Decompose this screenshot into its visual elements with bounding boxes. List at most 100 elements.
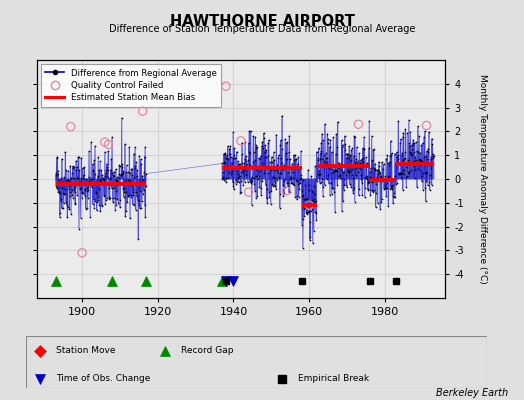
Point [53,184,61,191]
Point [385,159,394,165]
Point [338,144,346,150]
Point [285,132,293,139]
Point [278,146,287,152]
Point [272,132,280,138]
Point [377,199,386,205]
Point [403,156,412,163]
Point [379,176,387,183]
Point [392,161,400,168]
Point [231,154,239,161]
Point [132,159,140,165]
Point [408,141,416,148]
Point [121,212,129,219]
Point [103,174,112,180]
Point [326,136,334,143]
Point [232,164,240,170]
Point [88,184,96,190]
Point [104,141,113,148]
Point [311,191,319,198]
Point [353,160,362,166]
Point [282,140,290,146]
Point [396,140,405,146]
Point [315,172,323,178]
Point [386,186,394,192]
Point [386,138,395,144]
Point [297,172,305,178]
Point [139,187,148,194]
Point [357,172,365,178]
Point [318,156,326,162]
Point [100,176,108,182]
Point [61,149,70,155]
Point [227,160,236,166]
Point [403,130,411,136]
Point [400,171,408,177]
Point [247,202,256,208]
Point [87,180,95,186]
Point [132,189,140,195]
Point [111,206,119,213]
Point [345,169,353,175]
Point [260,169,269,176]
Point [354,169,362,175]
Point [428,136,436,142]
Point [95,186,103,192]
Point [80,179,88,185]
Point [339,141,347,148]
Point [373,174,381,180]
Point [322,154,331,161]
Point [352,163,361,170]
Point [339,168,347,175]
Point [335,159,343,166]
Point [110,168,118,175]
Point [261,182,270,188]
Point [295,186,303,192]
Point [228,179,237,186]
Point [347,184,355,190]
Point [223,166,232,172]
Point [402,173,411,179]
Point [295,166,303,173]
Point [318,176,326,182]
Point [236,161,244,168]
Point [290,182,299,188]
Point [74,154,82,161]
Point [92,207,101,214]
Point [244,156,253,163]
Point [69,165,77,171]
Point [416,162,424,168]
Point [282,164,291,170]
Point [69,163,77,169]
Point [294,180,302,187]
Point [106,166,115,173]
Point [397,170,405,176]
Point [316,156,324,163]
Point [271,183,280,189]
Point [114,180,122,186]
Point [124,169,132,175]
Point [380,186,388,192]
Point [335,172,344,178]
Point [125,180,133,186]
Point [277,137,285,143]
Point [327,180,335,186]
Point [377,174,385,180]
Point [417,157,425,164]
Point [354,158,363,164]
Point [316,178,325,185]
Point [220,177,228,183]
Point [329,185,337,191]
Point [430,153,438,159]
Point [371,160,379,167]
Point [129,186,137,193]
Point [252,142,260,148]
Point [59,190,68,196]
Point [67,124,75,130]
Text: Difference of Station Temperature Data from Regional Average: Difference of Station Temperature Data f… [109,24,415,34]
Point [107,156,116,162]
Point [82,180,91,187]
Point [354,164,362,170]
Point [280,176,289,182]
Point [267,188,276,194]
Point [399,134,407,140]
